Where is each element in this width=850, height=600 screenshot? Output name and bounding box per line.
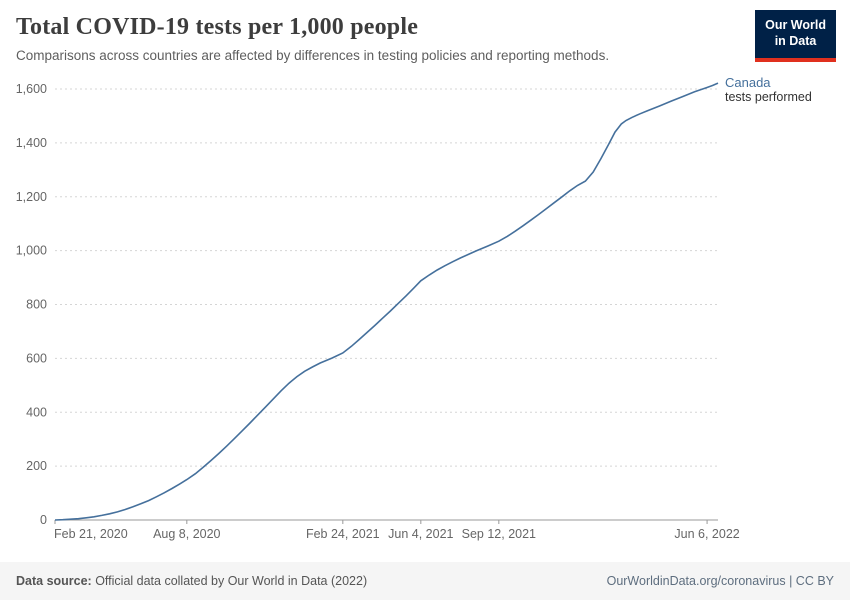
y-tick-label: 800 <box>26 298 47 312</box>
chart-svg: 0 200 400 600 800 1,000 1,200 1,400 1,600 Feb 21,… <box>16 75 812 541</box>
x-tick-label: Feb 21, 2020 <box>54 527 128 541</box>
owid-logo-text-line2: in Data <box>774 34 817 49</box>
y-tick-label: 1,200 <box>16 190 47 204</box>
y-tick-label: 200 <box>26 459 47 473</box>
y-tick-label: 600 <box>26 351 47 365</box>
data-source-text: Official data collated by Our World in D… <box>91 574 368 588</box>
chart-subtitle: Comparisons across countries are affecte… <box>16 48 610 63</box>
footer-credit-link[interactable]: OurWorldinData.org/coronavirus | CC BY <box>606 574 834 588</box>
chart-area: 0 200 400 600 800 1,000 1,200 1,400 1,600 Feb 21,… <box>0 67 850 550</box>
data-source: Data source: Official data collated by O… <box>16 574 367 588</box>
series-name-label: Canada <box>725 75 771 90</box>
owid-logo-text-line1: Our World <box>765 18 826 32</box>
y-tick-label: 1,600 <box>16 82 47 96</box>
footer: Data source: Official data collated by O… <box>0 562 850 600</box>
series-line-canada <box>54 82 719 521</box>
y-tick-label: 400 <box>26 405 47 419</box>
y-tick-label: 0 <box>40 513 47 527</box>
x-tick-label: Jun 4, 2021 <box>388 527 453 541</box>
x-tick-label: Sep 12, 2021 <box>462 527 536 541</box>
header: Total COVID-19 tests per 1,000 people Co… <box>0 0 850 63</box>
series-annotation-label: tests performed <box>725 90 812 104</box>
y-tick-label: 1,400 <box>16 136 47 150</box>
data-source-label: Data source: <box>16 574 92 588</box>
x-tick-label: Jun 6, 2022 <box>674 527 739 541</box>
page-title: Total COVID-19 tests per 1,000 people <box>16 14 419 40</box>
x-tick-label: Feb 24, 2021 <box>306 527 380 541</box>
y-tick-label: 1,000 <box>16 244 47 258</box>
owid-logo[interactable]: Our World in Data <box>755 10 836 62</box>
x-tick-label: Aug 8, 2020 <box>153 527 220 541</box>
